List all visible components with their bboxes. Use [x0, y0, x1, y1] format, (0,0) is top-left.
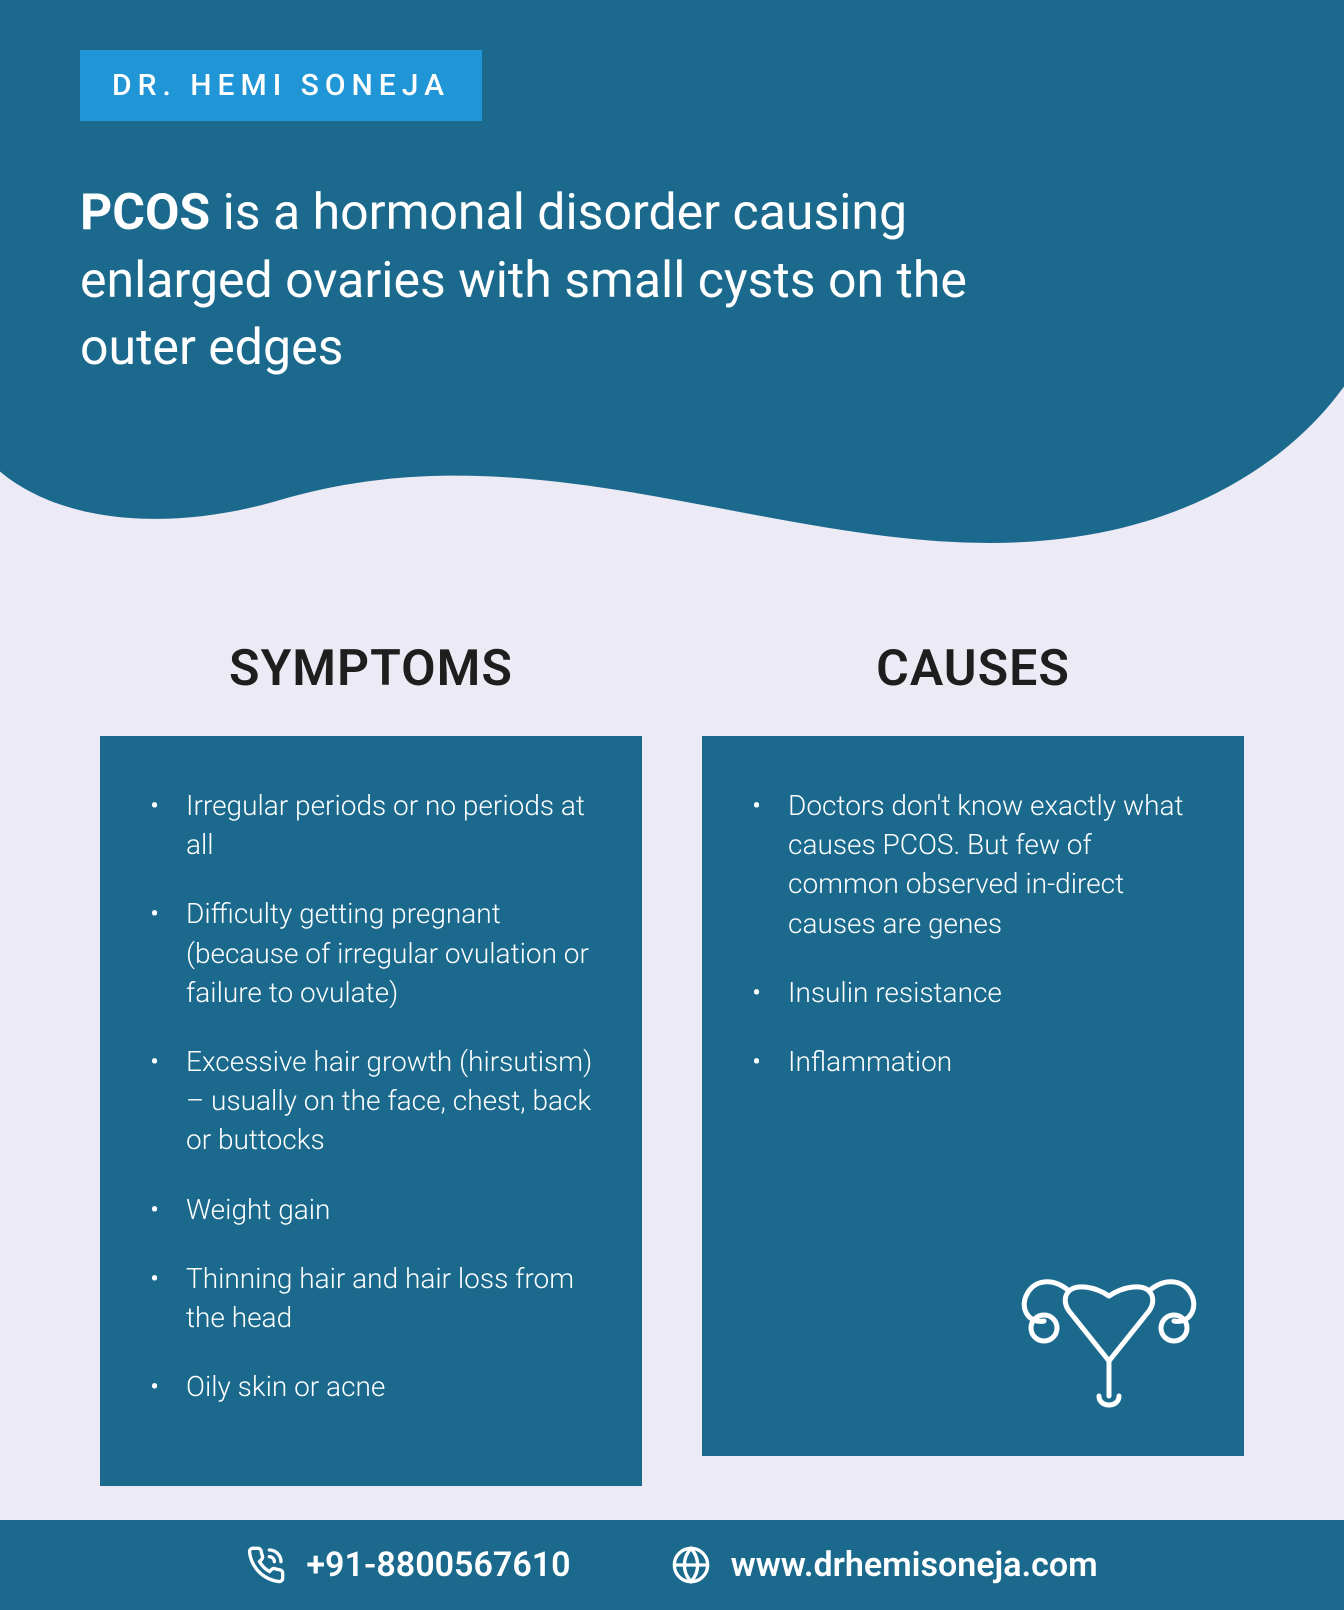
list-item: Inflammation — [752, 1042, 1204, 1081]
list-item: Difficulty getting pregnant (because of … — [150, 894, 602, 1012]
headline-bold: PCOS — [80, 184, 210, 242]
phone-icon — [246, 1545, 286, 1585]
uterus-icon — [1004, 1266, 1214, 1426]
list-item: Oily skin or acne — [150, 1367, 602, 1406]
list-item: Irregular periods or no periods at all — [150, 786, 602, 864]
symptoms-heading: SYMPTOMS — [100, 640, 642, 698]
symptoms-column: SYMPTOMS Irregular periods or no periods… — [100, 640, 642, 1486]
causes-column: CAUSES Doctors don't know exactly what c… — [702, 640, 1244, 1486]
footer: +91-8800567610 www.drhemisoneja.com — [0, 1520, 1344, 1610]
footer-website[interactable]: www.drhemisoneja.com — [671, 1545, 1098, 1585]
columns: SYMPTOMS Irregular periods or no periods… — [100, 640, 1244, 1486]
causes-list: Doctors don't know exactly what causes P… — [752, 786, 1204, 1081]
phone-number: +91-8800567610 — [306, 1545, 570, 1585]
globe-icon — [671, 1545, 711, 1585]
list-item: Excessive hair growth (hirsutism) – usua… — [150, 1042, 602, 1160]
footer-phone[interactable]: +91-8800567610 — [246, 1545, 570, 1585]
list-item: Doctors don't know exactly what causes P… — [752, 786, 1204, 943]
website-url: www.drhemisoneja.com — [731, 1545, 1098, 1585]
doctor-name-tag: DR. HEMI SONEJA — [80, 50, 482, 121]
causes-heading: CAUSES — [702, 640, 1244, 698]
headline: PCOS is a hormonal disorder causing enla… — [80, 180, 1030, 383]
causes-box: Doctors don't know exactly what causes P… — [702, 736, 1244, 1456]
symptoms-box: Irregular periods or no periods at all D… — [100, 736, 642, 1486]
headline-rest: is a hormonal disorder causing enlarged … — [80, 184, 967, 377]
list-item: Insulin resistance — [752, 973, 1204, 1012]
list-item: Weight gain — [150, 1190, 602, 1229]
symptoms-list: Irregular periods or no periods at all D… — [150, 786, 602, 1406]
list-item: Thinning hair and hair loss from the hea… — [150, 1259, 602, 1337]
